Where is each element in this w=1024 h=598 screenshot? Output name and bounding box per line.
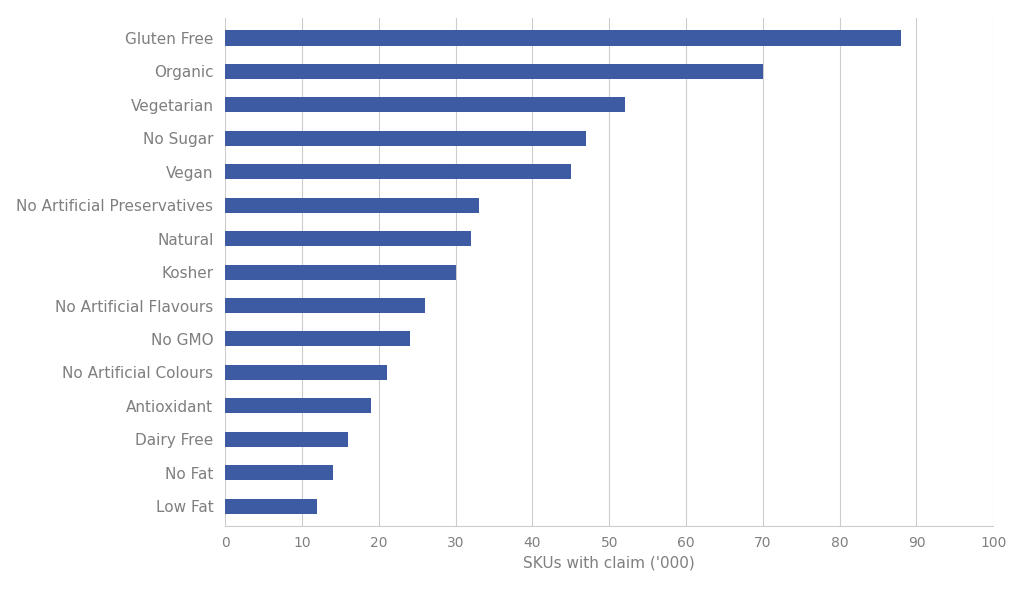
Bar [225,231,471,246]
Bar [225,164,571,179]
Bar [225,64,763,79]
Bar [225,298,425,313]
Bar [225,331,410,346]
Bar [225,398,371,413]
X-axis label: SKUs with claim ('000): SKUs with claim ('000) [523,556,695,570]
Bar [225,198,479,213]
Bar [225,30,901,45]
Bar [225,499,317,514]
Bar [225,432,348,447]
Bar [225,264,456,280]
Bar [225,97,625,112]
Bar [225,465,333,480]
Bar [225,131,586,146]
Bar [225,365,387,380]
